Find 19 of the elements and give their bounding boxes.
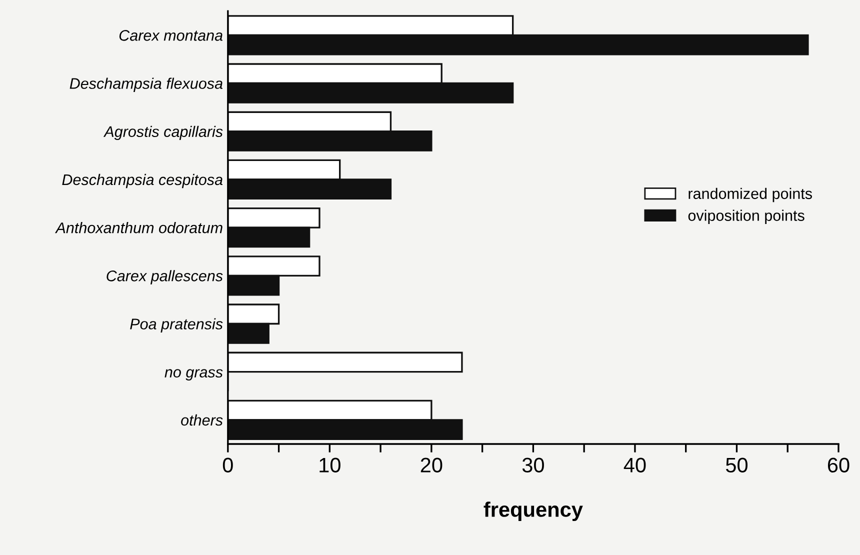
y-tick-label: Deschampsia flexuosa [70,78,223,92]
x-tick-label: 60 [828,458,850,472]
y-tick-label: Deschampsia cespitosa [62,174,223,188]
y-tick-label: no grass [164,369,223,381]
x-tick-label: 40 [624,458,646,472]
x-tick-label: 0 [222,458,233,472]
legend-label: randomized points [688,188,812,202]
y-tick-label: Carex montana [119,30,223,41]
x-tick-label: 30 [522,458,544,472]
y-tick-label: Agrostis capillaris [103,126,223,140]
y-tick-label: Carex pallescens [106,270,223,284]
y-tick-label: Poa pratensis [130,318,223,332]
x-tick-label: 50 [726,458,748,472]
y-tick-label: Anthoxanthum odoratum [54,222,222,234]
x-tick-label: 20 [420,458,442,472]
legend-label: oviposition points [688,210,804,224]
y-tick-label: others [181,414,223,426]
x-axis-title: frequency [484,502,583,522]
x-tick-label: 10 [320,458,340,472]
